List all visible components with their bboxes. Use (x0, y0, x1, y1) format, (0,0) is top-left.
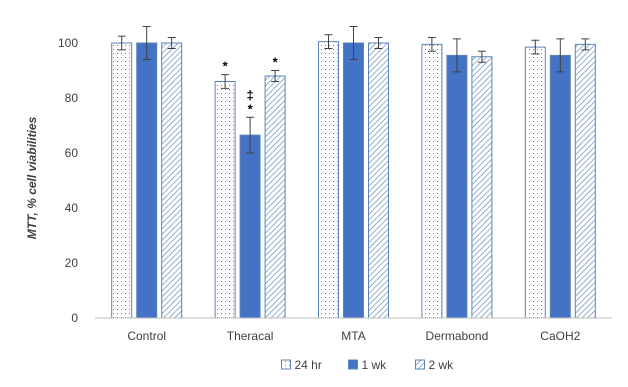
bar-2-wk-dermabond (471, 56, 493, 319)
y-tick-label: 20 (65, 256, 79, 270)
x-tick-label: Control (127, 329, 166, 343)
significance-marker: * (248, 101, 254, 116)
error-bar (374, 37, 383, 49)
legend: 24 hr 1 wk 2 wk (281, 358, 455, 372)
error-bars (117, 26, 590, 154)
error-bar (142, 26, 151, 60)
bar-1-wk-caoh2 (549, 54, 571, 319)
legend-label: 1 wk (362, 358, 388, 372)
bar-2-wk-caoh2 (574, 43, 596, 319)
error-bar (271, 70, 280, 82)
x-tick-label: CaOH2 (540, 329, 580, 343)
bar-1-wk-mta (343, 42, 364, 319)
legend-label: 24 hr (295, 358, 322, 372)
legend-item: 2 wk (415, 358, 455, 372)
error-bar (246, 116, 255, 154)
error-bar (221, 74, 230, 89)
legend-swatch (348, 359, 358, 370)
bar-24-hr-control (111, 42, 133, 319)
error-bar (324, 34, 333, 49)
error-bar (531, 39, 540, 55)
legend-item: 24 hr (281, 358, 322, 372)
error-bar (477, 50, 486, 63)
x-axis-labels: Control Theracal MTA Dermabond CaOH2 (127, 329, 580, 343)
legend-item: 1 wk (348, 358, 388, 372)
y-tick-label: 0 (71, 311, 78, 325)
legend-label: 2 wk (429, 358, 455, 372)
error-bar (117, 35, 126, 51)
error-bar (349, 26, 358, 60)
significance-marker: * (223, 59, 229, 74)
significance-marker: * (273, 55, 279, 70)
legend-swatch (281, 359, 291, 370)
y-tick-label: 80 (65, 91, 79, 105)
error-bar (167, 37, 176, 49)
bar-1-wk-theracal (239, 134, 261, 319)
bar-1-wk-control (136, 42, 158, 319)
bar-2-wk-control (161, 42, 183, 319)
x-tick-label: Dermabond (426, 329, 489, 343)
y-axis-ticks: 0 20 40 60 80 100 (58, 36, 78, 325)
annotations: **‡* (223, 55, 279, 117)
bar-1-wk-dermabond (446, 54, 468, 319)
bar-24-hr-dermabond (421, 43, 443, 319)
error-bar (427, 37, 436, 52)
x-tick-label: MTA (341, 329, 365, 343)
error-bar (452, 38, 461, 73)
error-bar (556, 38, 565, 73)
legend-swatch (415, 359, 425, 370)
significance-marker: ‡ (246, 87, 253, 102)
bar-2-wk-mta (368, 42, 389, 319)
bar-2-wk-theracal (264, 75, 286, 319)
y-tick-label: 60 (65, 146, 79, 160)
y-axis-title: MTT, % cell viabilities (25, 116, 39, 239)
bar-24-hr-mta (318, 41, 339, 319)
bar-24-hr-theracal (214, 81, 236, 319)
y-tick-label: 40 (65, 201, 79, 215)
x-tick-label: Theracal (227, 329, 274, 343)
bar-24-hr-caoh2 (524, 46, 546, 319)
error-bar (581, 38, 590, 51)
bars (111, 41, 596, 319)
y-tick-label: 100 (58, 36, 78, 50)
